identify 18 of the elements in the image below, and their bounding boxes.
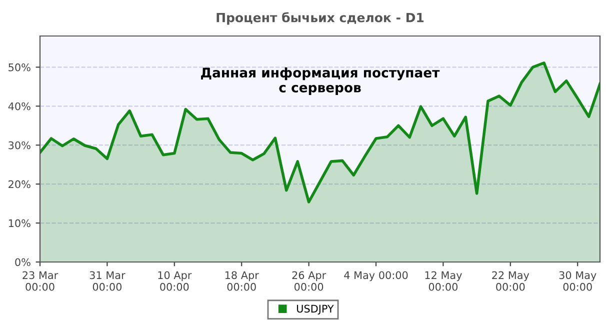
y-tick-label: 40% [8,102,30,110]
x-tick-label: 23 Mar 00:00 [22,271,58,291]
y-tick-label: 0% [15,258,30,266]
legend-label: USDJPY [297,304,334,315]
y-tick-label: 30% [8,141,30,150]
x-tick-label: 22 May 00:00 [492,271,530,291]
chart-title: Процент бычьих сделок - D1 [216,12,424,25]
y-tick-label: 20% [8,180,30,188]
annotation: Данная информация поступает с серверов [201,67,440,96]
x-tick-label: 30 May 00:00 [559,271,596,291]
y-tick-label: 10% [8,219,30,228]
x-tick-label: 26 Apr 00:00 [292,271,326,291]
x-tick-label: 31 Mar 00:00 [90,271,126,291]
x-tick-label: 12 May 00:00 [425,271,462,291]
x-tick-label: 18 Apr 00:00 [225,271,259,291]
y-tick-label: 50% [8,63,30,72]
x-tick-label: 4 May 00:00 [344,271,408,282]
x-tick-label: 10 Apr 00:00 [158,271,192,291]
